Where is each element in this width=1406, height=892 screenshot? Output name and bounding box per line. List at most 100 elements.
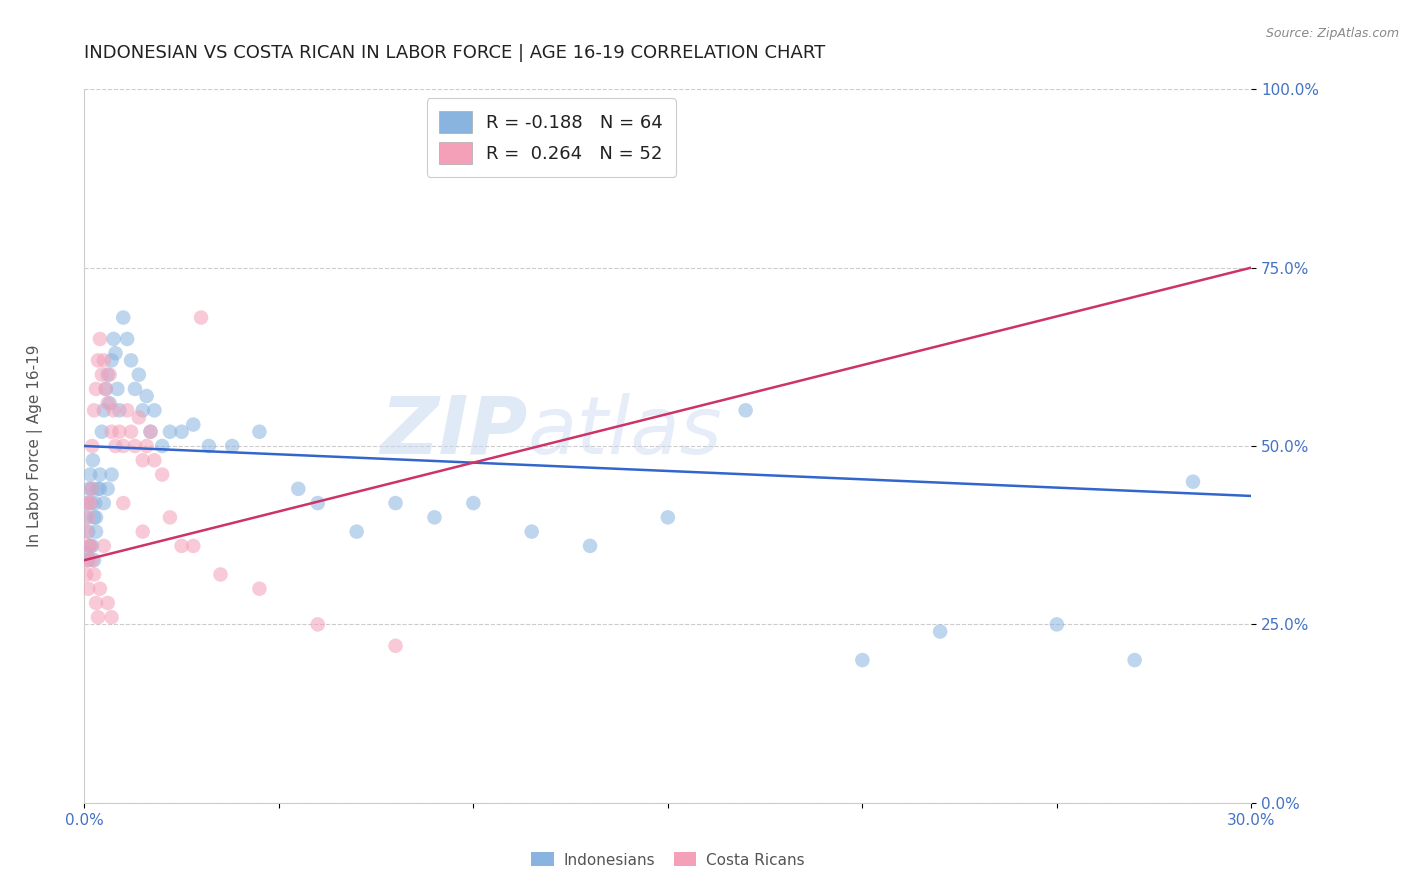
Point — [108, 425, 131, 439]
Point — [107, 382, 129, 396]
Point — [132, 524, 155, 539]
Point — [76, 496, 98, 510]
Point — [112, 496, 135, 510]
Point — [170, 539, 193, 553]
Point — [104, 439, 127, 453]
Point — [77, 539, 100, 553]
Point — [135, 389, 157, 403]
Point — [98, 396, 121, 410]
Point — [83, 510, 105, 524]
Point — [89, 482, 111, 496]
Point — [112, 310, 135, 325]
Point — [209, 567, 232, 582]
Point — [90, 425, 112, 439]
Point — [84, 496, 107, 510]
Point — [139, 425, 162, 439]
Point — [384, 639, 406, 653]
Point — [657, 510, 679, 524]
Point — [75, 546, 97, 560]
Point — [98, 368, 121, 382]
Point — [1046, 617, 1069, 632]
Point — [221, 439, 243, 453]
Point — [104, 346, 127, 360]
Point — [1123, 653, 1146, 667]
Point — [87, 610, 110, 624]
Point — [120, 353, 142, 368]
Text: In Labor Force | Age 16-19: In Labor Force | Age 16-19 — [27, 344, 44, 548]
Point — [143, 403, 166, 417]
Point — [89, 467, 111, 482]
Point — [287, 482, 309, 496]
Point — [87, 482, 110, 496]
Point — [97, 396, 120, 410]
Point — [76, 553, 98, 567]
Point — [734, 403, 756, 417]
Point — [77, 482, 100, 496]
Point — [579, 539, 602, 553]
Text: atlas: atlas — [527, 392, 723, 471]
Point — [124, 439, 146, 453]
Point — [170, 425, 193, 439]
Point — [112, 439, 135, 453]
Point — [84, 596, 107, 610]
Point — [307, 496, 329, 510]
Point — [247, 582, 270, 596]
Point — [128, 410, 150, 425]
Point — [79, 496, 101, 510]
Point — [75, 510, 97, 524]
Point — [82, 439, 104, 453]
Point — [384, 496, 406, 510]
Point — [128, 368, 150, 382]
Text: ZIP: ZIP — [381, 392, 527, 471]
Point — [423, 510, 446, 524]
Point — [181, 539, 204, 553]
Point — [80, 496, 103, 510]
Point — [77, 582, 100, 596]
Point — [108, 403, 131, 417]
Point — [135, 439, 157, 453]
Point — [103, 403, 125, 417]
Point — [79, 539, 101, 553]
Point — [90, 368, 112, 382]
Point — [82, 553, 104, 567]
Point — [97, 482, 120, 496]
Point — [93, 539, 115, 553]
Point — [463, 496, 485, 510]
Point — [190, 310, 212, 325]
Point — [76, 496, 98, 510]
Point — [84, 382, 107, 396]
Point — [150, 439, 173, 453]
Point — [82, 482, 104, 496]
Point — [132, 403, 155, 417]
Point — [100, 425, 122, 439]
Point — [84, 524, 107, 539]
Point — [84, 510, 107, 524]
Point — [100, 353, 122, 368]
Point — [100, 467, 122, 482]
Point — [929, 624, 952, 639]
Point — [198, 439, 221, 453]
Point — [94, 382, 117, 396]
Point — [100, 610, 122, 624]
Point — [307, 617, 329, 632]
Point — [247, 425, 270, 439]
Point — [97, 596, 120, 610]
Point — [79, 539, 101, 553]
Point — [520, 524, 543, 539]
Point — [83, 403, 105, 417]
Point — [89, 582, 111, 596]
Point — [139, 425, 162, 439]
Point — [143, 453, 166, 467]
Point — [75, 524, 97, 539]
Point — [124, 382, 146, 396]
Point — [94, 382, 117, 396]
Text: INDONESIAN VS COSTA RICAN IN LABOR FORCE | AGE 16-19 CORRELATION CHART: INDONESIAN VS COSTA RICAN IN LABOR FORCE… — [84, 45, 825, 62]
Point — [93, 353, 115, 368]
Legend: Indonesians, Costa Ricans: Indonesians, Costa Ricans — [526, 847, 810, 873]
Point — [132, 453, 155, 467]
Point — [150, 467, 173, 482]
Point — [75, 567, 97, 582]
Point — [87, 353, 110, 368]
Text: Source: ZipAtlas.com: Source: ZipAtlas.com — [1265, 27, 1399, 40]
Point — [851, 653, 873, 667]
